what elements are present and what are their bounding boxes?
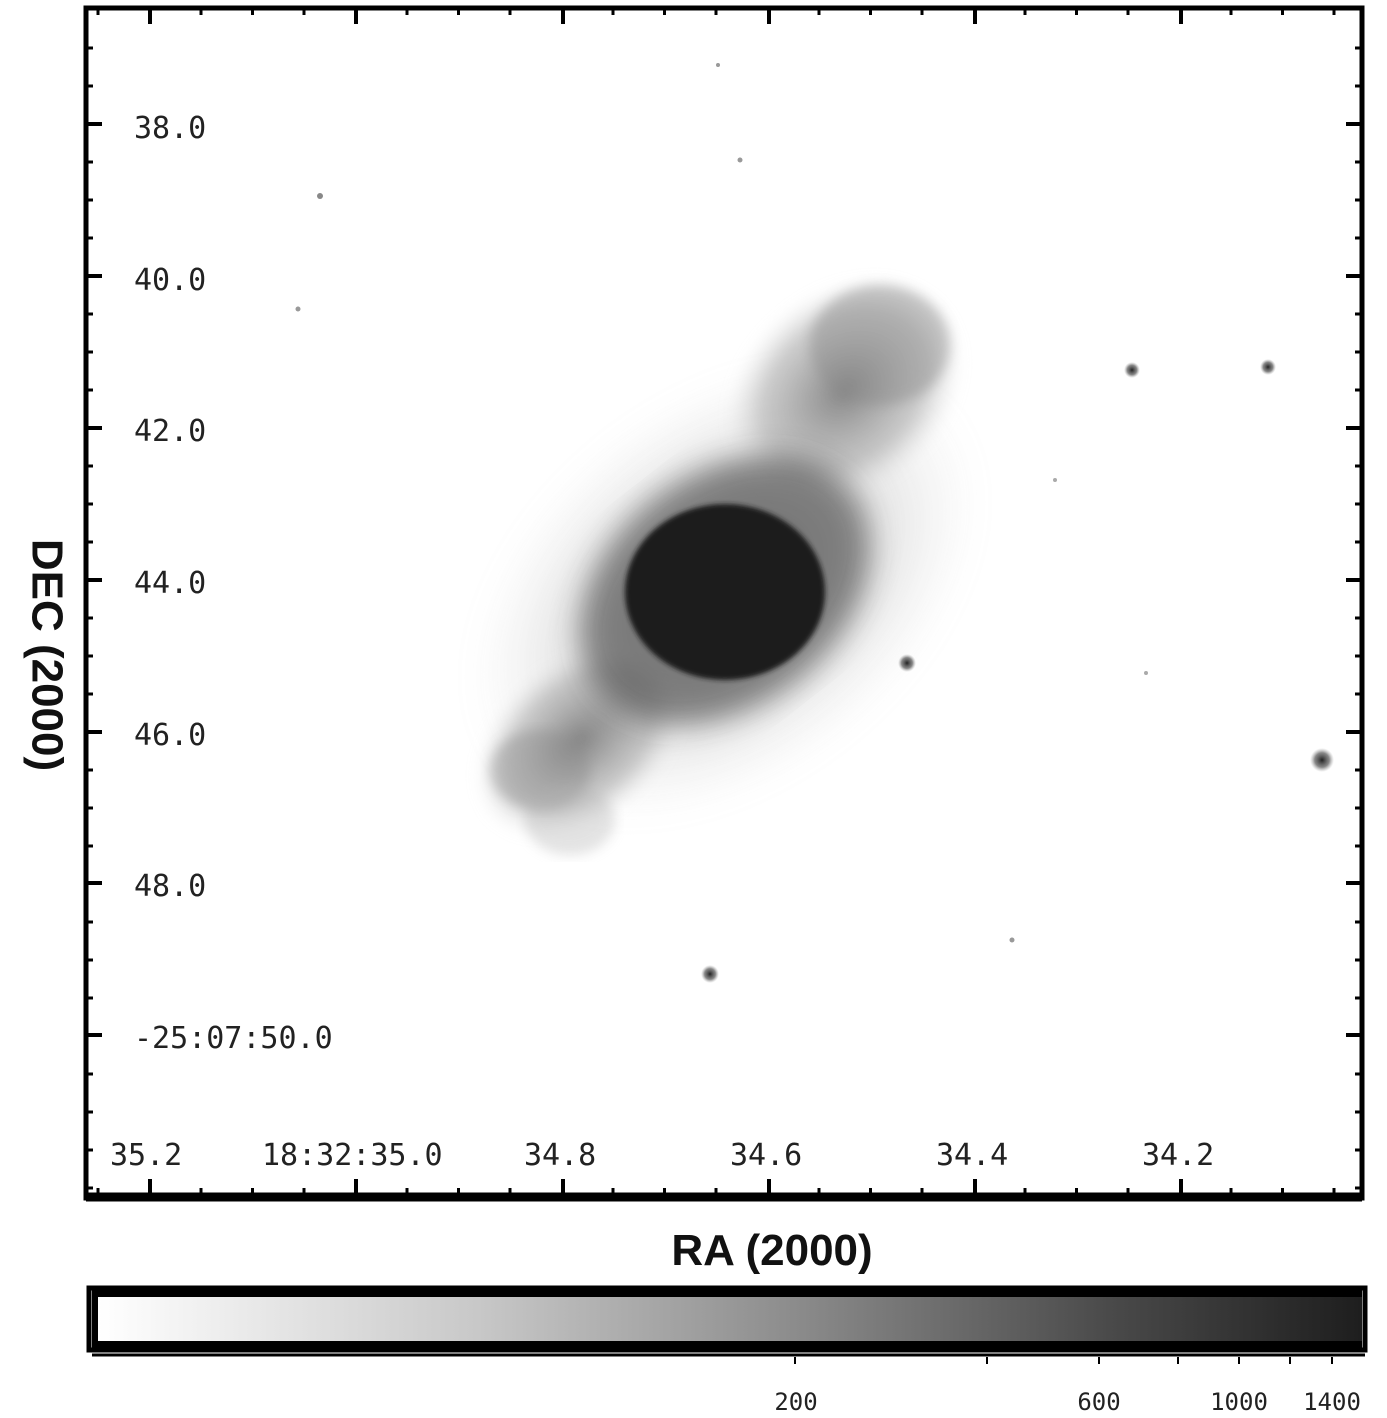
colorbar-tick-label: 600 — [1077, 1388, 1120, 1416]
dec-axis-title: DEC (2000) — [22, 539, 71, 771]
colorbar-tick-label: 1400 — [1303, 1388, 1361, 1416]
ra-tick-label: 35.2 — [110, 1138, 182, 1173]
dec-tick-label: 42.0 — [134, 414, 206, 449]
dec-tick-label: 48.0 — [134, 869, 206, 904]
ra-axis-title: RA (2000) — [671, 1226, 872, 1275]
star — [317, 193, 323, 199]
star — [1144, 671, 1148, 675]
ra-tick-label: 34.8 — [524, 1138, 596, 1173]
dec-tick-label: 38.0 — [134, 111, 206, 146]
colorbar: 200 600 1000 1400 — [86, 1285, 1368, 1416]
ra-tick-label: 34.4 — [936, 1138, 1008, 1173]
ra-tick-labels: 35.2 18:32:35.0 34.8 34.6 34.4 34.2 — [110, 1138, 1214, 1173]
star — [701, 965, 719, 983]
image-panel: 38.0 40.0 42.0 44.0 46.0 48.0 -25:07:50.… — [83, 5, 1365, 1202]
dec-tick-label: 40.0 — [134, 263, 206, 298]
star — [1053, 478, 1057, 482]
colorbar-tick-label: 200 — [774, 1388, 817, 1416]
star — [1009, 937, 1015, 943]
colorbar-ticks — [794, 1357, 1333, 1364]
colorbar-gradient — [98, 1297, 1362, 1341]
star — [1310, 748, 1334, 772]
star — [295, 306, 301, 312]
star — [1260, 359, 1276, 375]
star — [898, 654, 916, 672]
field-stars — [295, 63, 1334, 983]
axis-ticks — [86, 8, 1362, 1197]
ra-tick-label: 34.2 — [1142, 1138, 1214, 1173]
ra-tick-label: 18:32:35.0 — [262, 1138, 443, 1173]
star — [1124, 362, 1140, 378]
star — [716, 63, 720, 67]
nebula — [468, 276, 982, 855]
star — [737, 157, 743, 163]
nebula-core — [625, 504, 825, 680]
ra-tick-label: 34.6 — [730, 1138, 802, 1173]
colorbar-tick-label: 1000 — [1210, 1388, 1268, 1416]
dec-tick-label: 44.0 — [134, 566, 206, 601]
dec-tick-label: 46.0 — [134, 718, 206, 753]
dec-tick-label: -25:07:50.0 — [134, 1021, 333, 1056]
dec-tick-labels: 38.0 40.0 42.0 44.0 46.0 48.0 -25:07:50.… — [134, 111, 333, 1056]
